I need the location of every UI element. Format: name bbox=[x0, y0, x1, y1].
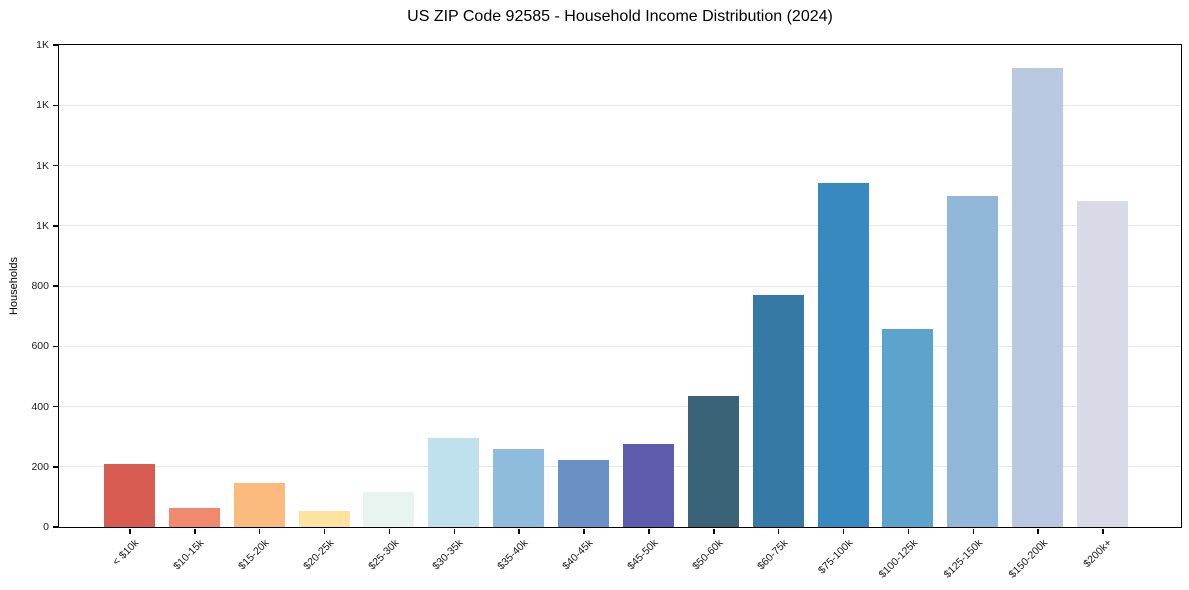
x-tick-mark bbox=[972, 528, 975, 534]
gridline bbox=[58, 165, 1181, 166]
y-tick-label: 0 bbox=[43, 521, 49, 533]
y-tick-label: 400 bbox=[31, 400, 49, 413]
y-tick-mark bbox=[52, 104, 58, 106]
chart-title: US ZIP Code 92585 - Household Income Dis… bbox=[407, 8, 833, 25]
x-tick-mark bbox=[842, 528, 845, 534]
gridline bbox=[58, 104, 1181, 106]
bar-$30-35k bbox=[428, 438, 480, 527]
y-tick-label: 1K bbox=[36, 39, 49, 51]
plot-area bbox=[57, 43, 1182, 528]
x-tick-mark bbox=[713, 528, 715, 534]
bar-$35-40k bbox=[493, 449, 545, 527]
y-tick-label: 800 bbox=[31, 280, 49, 292]
y-tick-mark bbox=[52, 526, 58, 528]
gridline bbox=[58, 406, 1181, 407]
bar-$150-200k bbox=[1012, 67, 1064, 527]
x-tick-mark bbox=[194, 528, 196, 534]
y-tick-mark bbox=[52, 466, 58, 468]
x-tick-mark bbox=[518, 528, 520, 534]
x-tick-label: $75-100k bbox=[815, 537, 856, 577]
y-tick-label: 1K bbox=[36, 219, 49, 232]
bar-$15-20k bbox=[233, 482, 285, 527]
y-tick-label: 200 bbox=[31, 460, 49, 473]
x-tick-mark bbox=[777, 528, 780, 534]
x-tick-label: $100-125k bbox=[876, 537, 920, 581]
bar-$125-150k bbox=[947, 196, 999, 527]
x-tick-mark bbox=[453, 528, 456, 534]
x-tick-mark bbox=[648, 528, 650, 534]
x-tick-label: < $10k bbox=[110, 537, 142, 568]
x-tick-mark bbox=[583, 528, 585, 534]
bar-$200k+ bbox=[1077, 201, 1129, 527]
x-tick-label: $150-200k bbox=[1006, 537, 1050, 581]
x-tick-mark bbox=[388, 528, 391, 534]
x-tick-label: $50-60k bbox=[689, 537, 726, 573]
x-tick-label: $40-45k bbox=[560, 537, 596, 573]
bar-$60-75k bbox=[752, 295, 804, 527]
bar-$100-125k bbox=[882, 328, 934, 527]
bar-$40-45k bbox=[558, 460, 610, 527]
x-tick-mark bbox=[1102, 528, 1104, 534]
y-tick-label: 1K bbox=[36, 159, 49, 172]
bar-$10-15k bbox=[168, 508, 220, 527]
bar-$25-30k bbox=[363, 492, 415, 527]
x-tick-label: $45-50k bbox=[625, 537, 661, 573]
y-tick-label: 600 bbox=[31, 340, 49, 353]
x-tick-label: $25-30k bbox=[365, 537, 401, 573]
y-tick-mark bbox=[52, 405, 58, 408]
x-tick-label: $20-25k bbox=[300, 537, 337, 573]
bar-$75-100k bbox=[817, 183, 869, 527]
y-tick-label: 1K bbox=[36, 99, 49, 112]
gridline bbox=[58, 466, 1181, 468]
x-tick-label: $35-40k bbox=[495, 537, 531, 573]
x-tick-label: $125-150k bbox=[941, 537, 985, 581]
x-tick-mark bbox=[1037, 528, 1039, 534]
x-tick-label: $30-35k bbox=[430, 537, 466, 573]
y-tick-mark bbox=[52, 44, 58, 46]
bar-$45-50k bbox=[622, 444, 674, 527]
x-tick-label: $200k+ bbox=[1081, 537, 1115, 571]
x-tick-mark bbox=[323, 528, 326, 534]
y-tick-mark bbox=[52, 285, 58, 287]
x-tick-label: $15-20k bbox=[235, 537, 272, 573]
x-tick-mark bbox=[258, 528, 261, 534]
y-tick-mark bbox=[52, 164, 58, 167]
x-tick-label: $10-15k bbox=[171, 537, 207, 573]
gridline bbox=[58, 225, 1181, 227]
x-tick-label: $60-75k bbox=[754, 537, 791, 573]
bar-$50-60k bbox=[687, 396, 739, 527]
gridline bbox=[58, 345, 1181, 347]
y-tick-mark bbox=[52, 225, 58, 227]
x-tick-mark bbox=[907, 528, 910, 534]
bar-< $10k bbox=[104, 464, 155, 527]
gridline bbox=[58, 285, 1181, 287]
x-tick-mark bbox=[129, 528, 131, 534]
bar-$20-25k bbox=[298, 511, 350, 527]
y-tick-mark bbox=[52, 345, 58, 347]
